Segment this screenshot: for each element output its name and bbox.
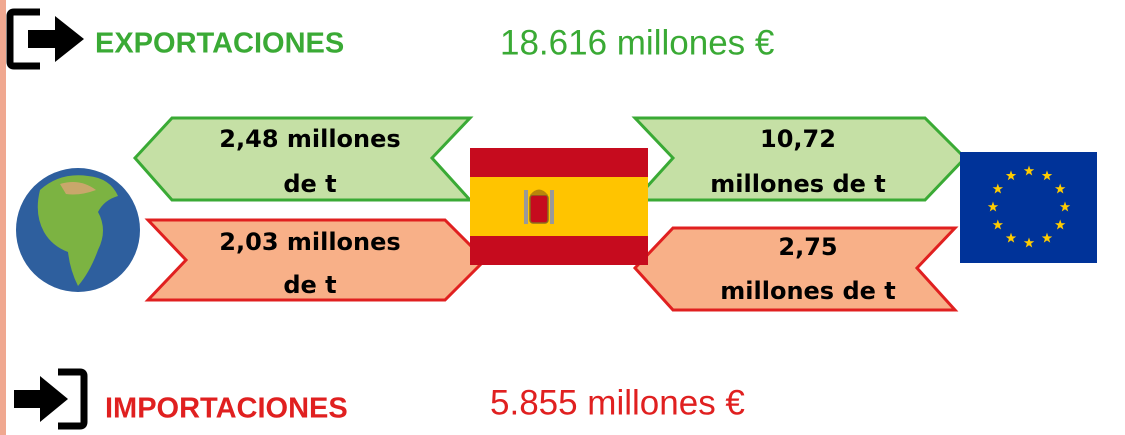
export-icon	[10, 12, 84, 66]
flow-text: 2,75	[778, 233, 837, 261]
side-strip	[0, 0, 6, 435]
import-total: 5.855 millones €	[490, 383, 745, 422]
flow-text: 2,48 millones	[219, 125, 400, 153]
export-label: EXPORTACIONES	[95, 28, 344, 60]
globe	[16, 168, 140, 292]
flow-text: de t	[283, 271, 336, 299]
import-label: IMPORTACIONES	[105, 393, 348, 425]
flow-text: millones de t	[710, 170, 885, 198]
flow-text: millones de t	[720, 277, 895, 305]
import-icon	[14, 372, 84, 426]
export-total: 18.616 millones €	[500, 23, 774, 62]
eu-flag	[960, 152, 1097, 263]
flow-text: 2,03 millones	[219, 228, 400, 256]
spain-flag	[470, 148, 648, 265]
flow-text: 10,72	[760, 125, 836, 153]
infographic: EXPORTACIONES 18.616 millones € 2,48 mil…	[0, 0, 1125, 435]
flow-text: de t	[283, 170, 336, 198]
